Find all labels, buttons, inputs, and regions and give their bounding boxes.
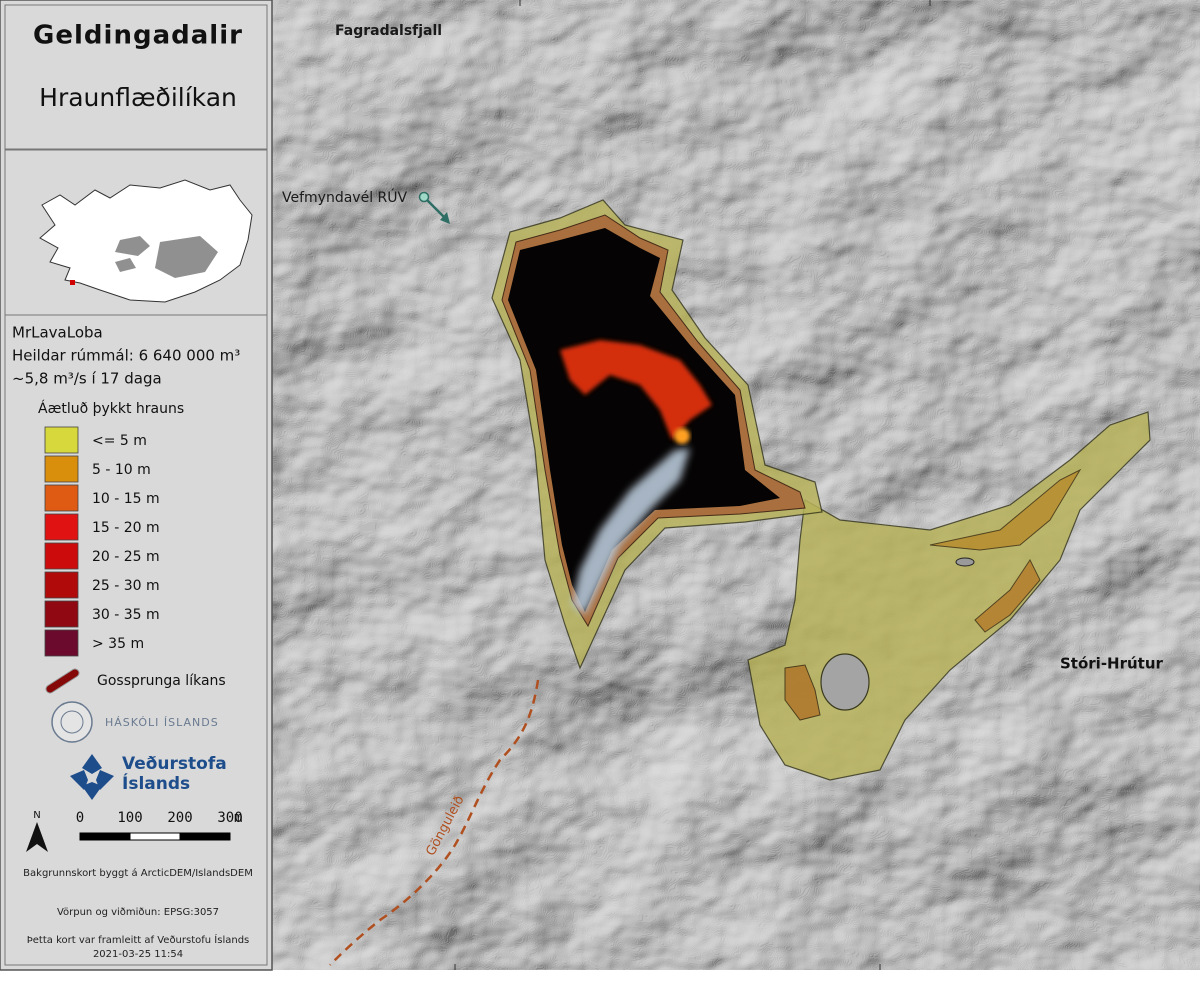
logo-part (82, 754, 102, 774)
legend-swatch (44, 571, 79, 599)
legend-label: > 35 m (92, 636, 144, 652)
inset-glacier (115, 236, 150, 256)
logo-part (70, 770, 88, 790)
legend-title: Áætluð þykkt hrauns (38, 400, 184, 417)
legend-label: <= 5 m (92, 433, 147, 449)
map-subtitle: Hraunflæðilíkan (39, 83, 237, 112)
bottom-margin (0, 970, 1200, 980)
met-office-name: Veðurstofa (122, 754, 227, 774)
date-note: 2021-03-25 11:54 (93, 949, 183, 960)
steam-plume (572, 448, 690, 615)
model-volume: Heildar rúmmál: 6 640 000 m³ (12, 347, 240, 365)
map-title: Geldingadalir (33, 21, 243, 51)
scale-segment (179, 832, 231, 841)
model-name: MrLavaLoba (12, 324, 103, 342)
side-panel (0, 0, 273, 971)
scale-label: 300 (217, 810, 242, 826)
north-label: N (33, 810, 40, 821)
kipuka (820, 653, 870, 711)
met-office-logo (70, 754, 114, 800)
inset-glacier (155, 236, 218, 278)
webcam-arrow-head (440, 212, 450, 224)
legend-label: 5 - 10 m (92, 462, 151, 478)
legend-label: 10 - 15 m (92, 491, 160, 507)
source-note: Bakgrunnskort byggt á ArcticDEM/IslandsD… (23, 867, 253, 879)
legend-label: 30 - 35 m (92, 607, 160, 623)
fissure-label: Gossprunga líkans (97, 673, 226, 689)
fissure-symbol-outline (45, 668, 80, 694)
lava-thick-east (929, 468, 1082, 551)
lava-glow (560, 340, 712, 440)
university-seal-inner (60, 710, 84, 734)
inset-location (70, 280, 75, 285)
legend-swatch (44, 426, 79, 454)
place-label: Vefmyndavél RÚV (282, 188, 408, 206)
legend-label: 15 - 20 m (92, 520, 160, 536)
logo-part (82, 782, 102, 800)
lava-thick-patch (784, 664, 821, 721)
scale-label: 100 (117, 810, 142, 826)
projection-note: Vörpun og viðmiðun: EPSG:3057 (57, 907, 219, 918)
university-seal (51, 701, 93, 743)
legend-swatch (44, 600, 79, 628)
inset-glacier (115, 258, 136, 272)
legend-label: 25 - 30 m (92, 578, 160, 594)
lava-thick-east (974, 559, 1041, 633)
vent-glow (674, 428, 690, 444)
legend-label: 20 - 25 m (92, 549, 160, 565)
panel-frame (4, 149, 268, 966)
fissure-symbol (46, 669, 79, 693)
scale-segment (129, 832, 181, 841)
university-name: HÁSKÓLI ÍSLANDS (105, 716, 219, 729)
webcam-point (418, 191, 430, 203)
producer-note: Þetta kort var framleitt af Veðurstofu Í… (27, 933, 250, 946)
legend-swatch (44, 484, 79, 512)
legend: <= 5 m 5 - 10 m 10 - 15 m 15 - 20 m 20 - 25 … (44, 426, 160, 657)
met-office-name: Íslands (122, 772, 190, 794)
place-label: Stóri-Hrútur (1060, 655, 1164, 673)
scale-unit: m (234, 810, 242, 826)
frame-ticks (454, 0, 931, 970)
title-box (4, 4, 268, 150)
lava-core (508, 228, 780, 612)
north-arrow (26, 822, 48, 852)
legend-swatch (44, 513, 79, 541)
place-label: Fagradalsfjall (335, 23, 442, 39)
legend-swatch (44, 542, 79, 570)
hiking-trail (329, 679, 540, 966)
legend-swatch (44, 629, 79, 657)
scale-segment (79, 832, 131, 841)
scale-label: 200 (167, 810, 192, 826)
logo-part (96, 770, 114, 790)
kipuka (955, 557, 975, 567)
legend-swatch (44, 455, 79, 483)
model-rate: ~5,8 m³/s í 17 daga (12, 370, 162, 388)
scale-label: 0 (76, 810, 84, 826)
